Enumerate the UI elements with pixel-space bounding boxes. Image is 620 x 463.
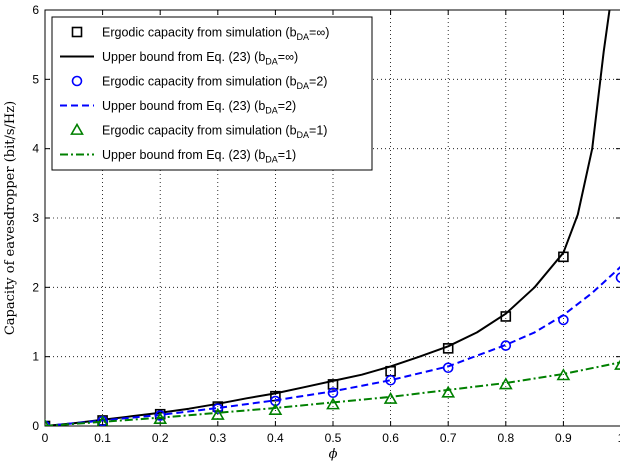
data-point-triangle (441, 385, 456, 398)
legend-item: Upper bound from Eq. (23) (bDA=1) (60, 148, 296, 165)
data-point-triangle (210, 407, 225, 420)
x-tick-label: 0.7 (440, 431, 457, 445)
series-1 (45, 251, 569, 426)
series-2 (45, 10, 611, 426)
y-tick-label: 1 (32, 350, 39, 364)
legend-label: Upper bound from Eq. (23) (bDA=∞) (102, 50, 298, 67)
legend-label: Ergodic capacity from simulation (bDA=∞) (102, 26, 329, 43)
legend-label: Ergodic capacity from simulation (bDA=1) (102, 124, 327, 141)
y-tick-label: 4 (32, 142, 39, 156)
series-6 (45, 361, 620, 426)
series-layer (45, 10, 620, 426)
x-tick-label: 0.9 (555, 431, 572, 445)
axis-ticks: 0 0.1 0.2 0.3 0.4 0.5 0.6 0.7 0.8 0.9 1 0 1 2 3 4 5 6 (32, 3, 620, 445)
legend-box (51, 16, 373, 171)
legend-item: Ergodic capacity from simulation (bDA=1) (70, 122, 327, 141)
data-point-circle (442, 362, 454, 374)
legend-item: Ergodic capacity from simulation (bDA=∞) (71, 26, 329, 43)
data-point-triangle (326, 397, 340, 410)
legend-marker-square (71, 26, 83, 38)
legend-marker-triangle (70, 122, 84, 135)
x-tick-label: 0 (42, 431, 49, 445)
data-point-circle (327, 387, 339, 399)
x-tick-label: 0.4 (267, 431, 284, 445)
legend-item: Upper bound from Eq. (23) (bDA=2) (60, 99, 296, 116)
y-axis-label: Capacity of eavesdropper (bit/s/Hz) (3, 101, 18, 335)
y-tick-label: 0 (32, 419, 39, 433)
legend-label: Ergodic capacity from simulation (bDA=2) (102, 75, 327, 92)
data-point-triangle (614, 359, 620, 370)
x-tick-label: 0.1 (94, 431, 111, 445)
legend-label: Upper bound from Eq. (23) (bDA=2) (102, 99, 296, 116)
data-point-circle (615, 272, 620, 283)
x-axis-label: ϕ (329, 447, 338, 462)
y-tick-label: 6 (32, 3, 39, 17)
y-tick-label: 2 (32, 280, 39, 294)
series-line (45, 361, 620, 426)
legend: Ergodic capacity from simulation (bDA=∞)… (51, 16, 373, 171)
legend-marker-circle (71, 75, 83, 87)
series-line (45, 10, 611, 426)
x-tick-label: 0.6 (382, 431, 399, 445)
y-tick-label: 3 (32, 211, 39, 225)
legend-item: Ergodic capacity from simulation (bDA=2) (71, 75, 327, 92)
x-tick-label: 1 (618, 431, 620, 445)
legend-item: Upper bound from Eq. (23) (bDA=∞) (60, 50, 298, 67)
x-tick-label: 0.2 (152, 431, 169, 445)
legend-label: Upper bound from Eq. (23) (bDA=1) (102, 148, 296, 165)
data-point-triangle (268, 402, 283, 415)
x-tick-label: 0.5 (325, 431, 342, 445)
x-tick-label: 0.3 (209, 431, 226, 445)
x-tick-label: 0.8 (497, 431, 514, 445)
series-3 (45, 272, 620, 426)
data-point-triangle (498, 377, 513, 390)
y-tick-label: 5 (32, 72, 39, 86)
data-point-triangle (383, 391, 398, 404)
